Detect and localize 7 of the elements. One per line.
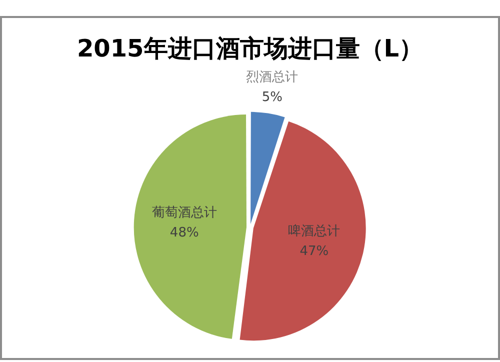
chart-title: 2015年进口酒市场进口量（L） (76, 34, 424, 63)
data-label: 47% (300, 244, 329, 260)
data-label: 48% (170, 226, 199, 241)
slice-label: 啤酒总计 (288, 224, 340, 240)
data-label: 5% (262, 90, 282, 105)
slice-label: 葡萄酒总计 (152, 206, 217, 221)
slice-label: 烈酒总计 (246, 70, 298, 85)
